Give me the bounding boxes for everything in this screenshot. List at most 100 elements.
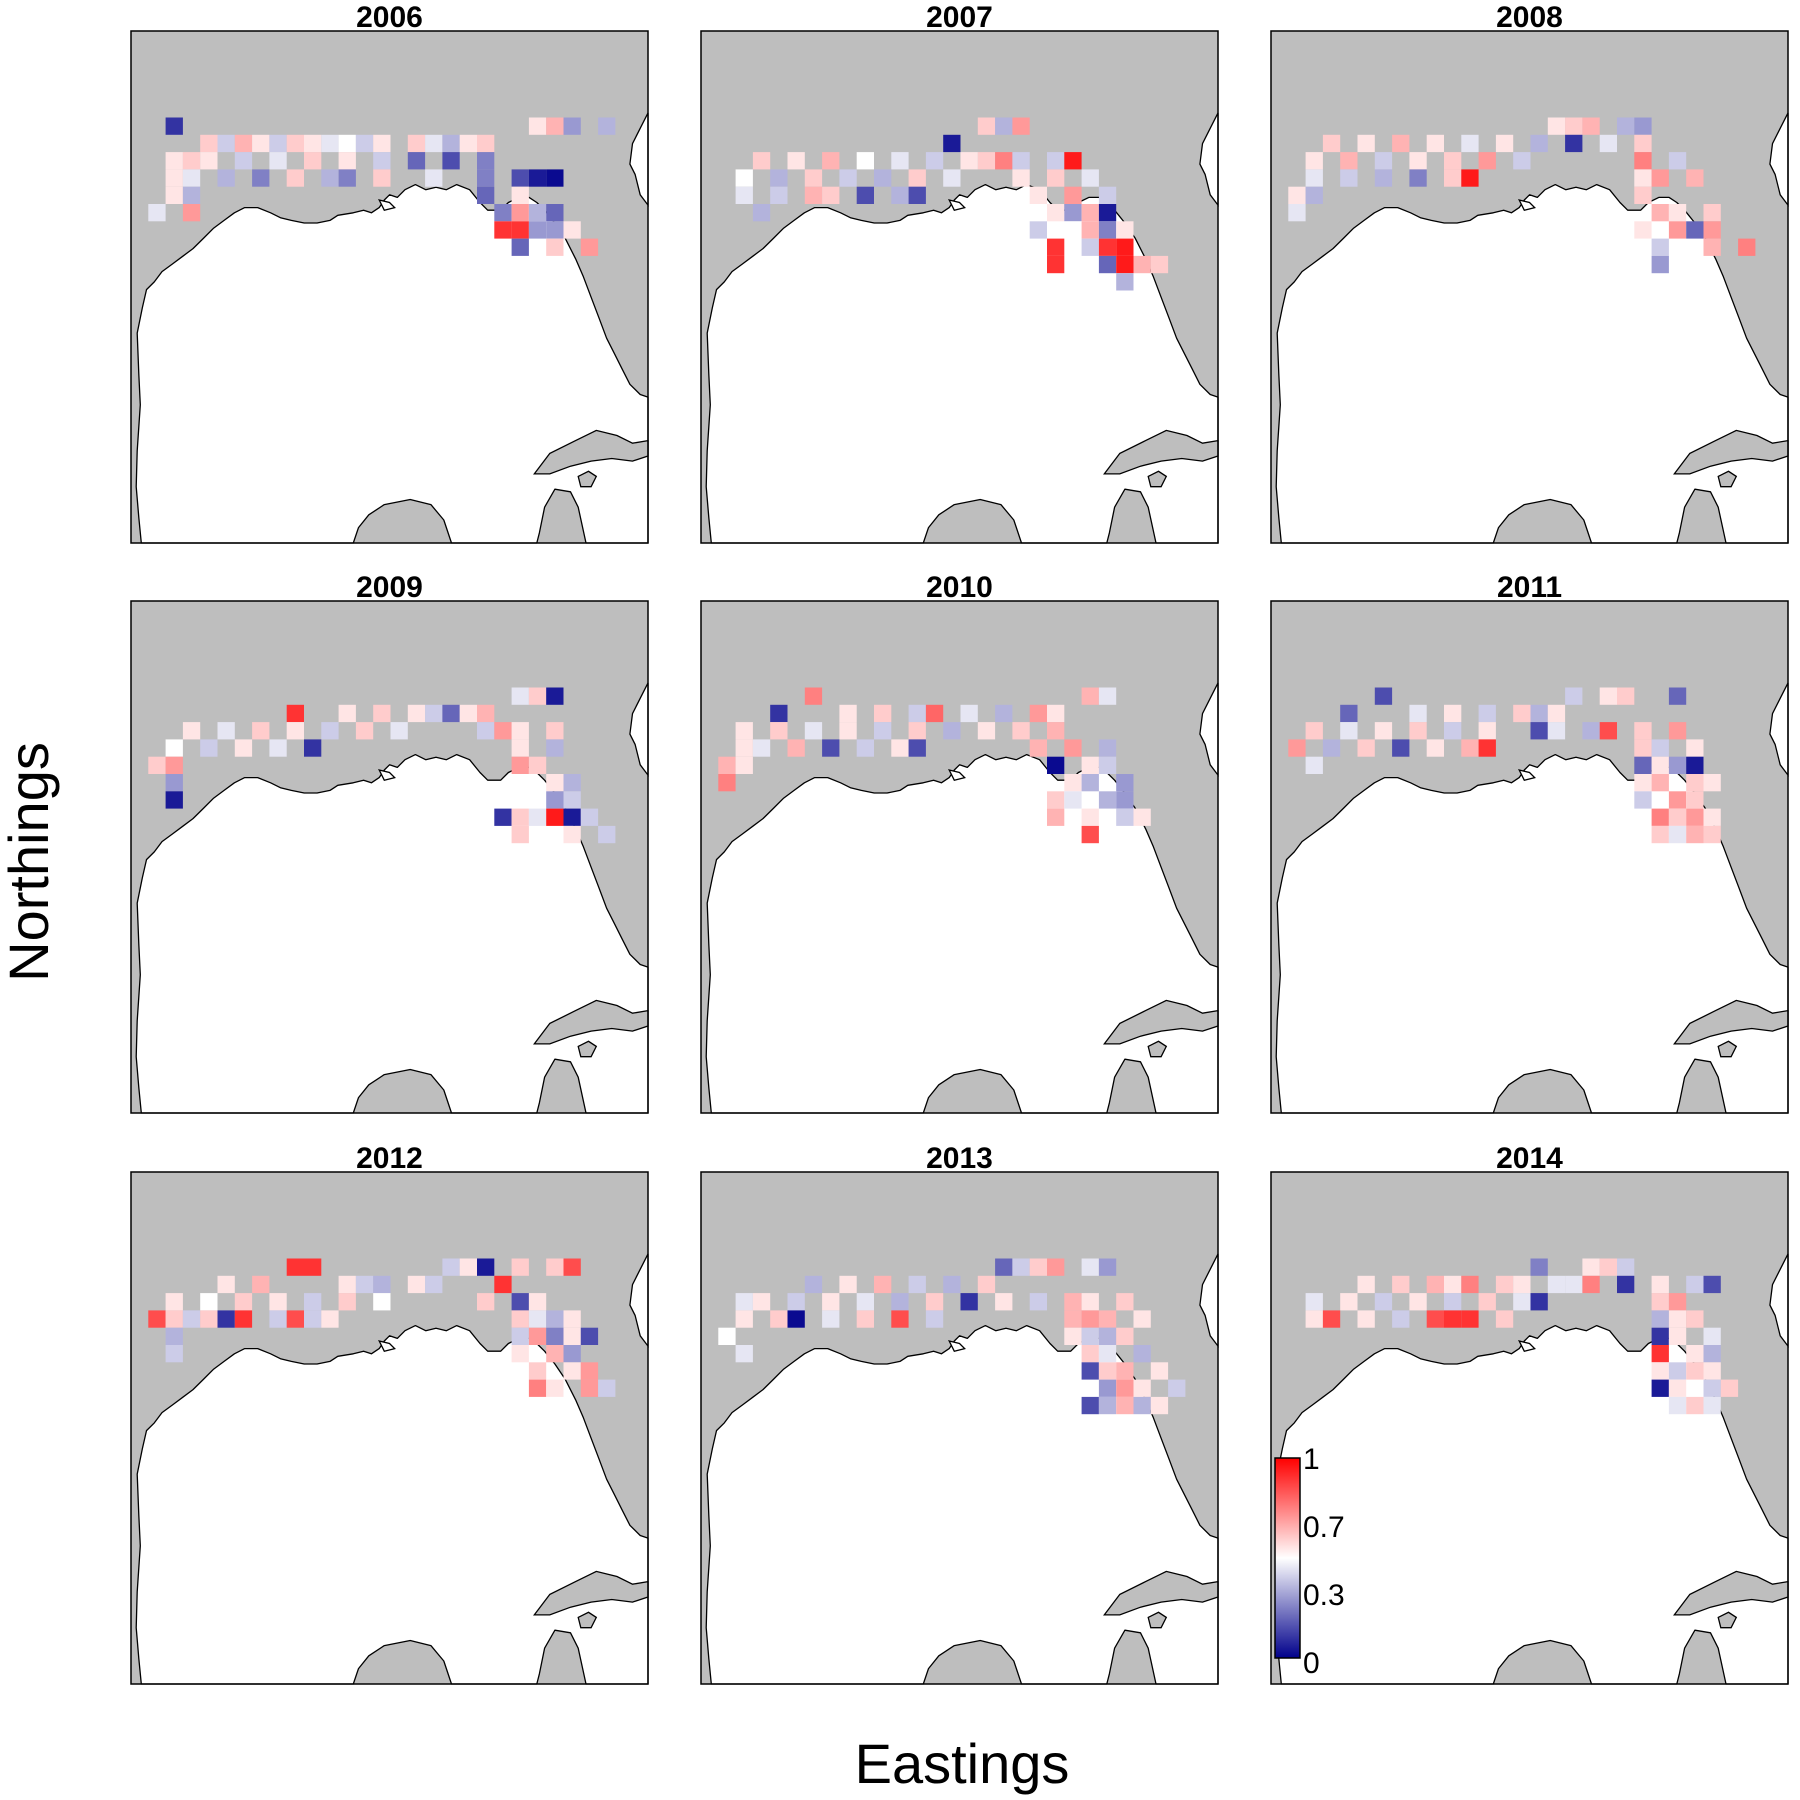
panel-border [700, 30, 1219, 544]
heatmap-cell [1703, 1275, 1721, 1294]
heatmap-cell [1651, 238, 1669, 256]
heatmap-cell [546, 739, 564, 757]
heatmap-cell [1081, 756, 1099, 774]
heatmap-cell [1478, 722, 1496, 740]
heatmap-cell [442, 134, 460, 153]
panel-border [1270, 600, 1789, 1114]
panel-title: 2007 [926, 1, 993, 34]
heatmap-cell [477, 134, 495, 153]
heatmap-cell [1461, 739, 1479, 757]
heatmap-cell [425, 169, 443, 187]
heatmap-cell [1530, 134, 1548, 153]
heatmap-cell [960, 704, 978, 723]
heatmap-cell [752, 739, 771, 757]
heatmap-cell [1651, 1362, 1669, 1380]
heatmap-cell [511, 756, 529, 774]
heatmap-cell [960, 152, 978, 170]
heatmap-cell [563, 1258, 581, 1276]
heatmap-cell [373, 169, 391, 187]
panel-title: 2014 [1496, 1142, 1563, 1175]
heatmap-cell [1686, 1345, 1704, 1363]
heatmap-cell [1651, 1275, 1669, 1294]
heatmap-cell [1305, 722, 1323, 740]
heatmap-cell [1703, 774, 1721, 792]
bay-water [377, 199, 396, 211]
heatmap-cell [546, 117, 564, 135]
heatmap-cell [891, 1310, 909, 1328]
heatmap-cell [1081, 1293, 1099, 1311]
panel-border [130, 1171, 649, 1685]
panel-title: 2009 [356, 571, 423, 604]
heatmap-cell [1305, 169, 1323, 187]
heatmap-cell [1098, 1345, 1117, 1363]
heatmap-cell [1599, 722, 1617, 740]
heatmap-cell [1668, 204, 1687, 222]
heatmap-cell [1703, 1396, 1721, 1415]
heatmap-cell [718, 774, 736, 792]
heatmap-cell [1444, 152, 1462, 170]
heatmap-cell [822, 1310, 840, 1328]
heatmap-cell [1617, 687, 1635, 705]
heatmap-cell [217, 1310, 235, 1328]
heatmap-cell [1322, 739, 1341, 757]
heatmap-cell [1651, 1293, 1669, 1311]
heatmap-cell [1686, 808, 1704, 826]
heatmap-cell [234, 1310, 253, 1328]
heatmap-cell [1634, 186, 1652, 204]
heatmap-cell [1322, 1310, 1341, 1328]
heatmap-cell [874, 169, 892, 187]
heatmap-cell [908, 186, 926, 204]
heatmap-cell [735, 739, 753, 757]
legend-label-0: 0 [1303, 1647, 1320, 1680]
isle-of-youth [1717, 470, 1738, 488]
heatmap-cell [477, 704, 495, 723]
heatmap-cell [1098, 204, 1117, 222]
heatmap-cell [1029, 221, 1047, 239]
panel-border [700, 1171, 1219, 1685]
heatmap-cell [925, 1293, 944, 1311]
heatmap-cell [1530, 704, 1548, 723]
heatmap-cell [1133, 1345, 1151, 1363]
heatmap-cell [304, 1258, 322, 1276]
heatmap-cell [1098, 1379, 1117, 1397]
heatmap-cell [1116, 255, 1134, 274]
heatmap-cell [856, 186, 874, 204]
heatmap-cell [735, 1310, 753, 1328]
heatmap-cell [165, 774, 183, 792]
heatmap-cell [1547, 704, 1566, 723]
heatmap-cell [1668, 791, 1687, 809]
bay-water [947, 1340, 966, 1352]
heatmap-cell [165, 169, 183, 187]
heatmap-cell [200, 1293, 218, 1311]
heatmap-cell [182, 722, 201, 740]
heatmap-cell [252, 1275, 270, 1294]
heatmap-cell [1686, 1362, 1704, 1380]
heatmap-cell [1029, 704, 1047, 723]
heatmap-cell [752, 152, 771, 170]
heatmap-cell [1047, 722, 1065, 740]
heatmap-cell [1374, 687, 1393, 705]
heatmap-cell [321, 134, 339, 153]
heatmap-cell [1426, 134, 1444, 153]
heatmap-cell [217, 722, 235, 740]
heatmap-cell [286, 1258, 304, 1276]
heatmap-cell [1703, 1379, 1721, 1397]
heatmap-cell [407, 704, 426, 723]
map-panel-2009: 2009 [130, 571, 649, 1114]
heatmap-cell [1651, 169, 1669, 187]
heatmap-cell [1116, 1327, 1134, 1345]
heatmap-cell [1513, 1293, 1531, 1311]
heatmap-cell [234, 134, 253, 153]
heatmap-cell [269, 739, 287, 757]
heatmap-cell [1599, 134, 1617, 153]
heatmap-cell [1426, 739, 1444, 757]
heatmap-cell [804, 186, 823, 204]
heatmap-cell [477, 1293, 495, 1311]
heatmap-cell [1668, 825, 1687, 844]
isle-of-youth [1147, 470, 1168, 488]
heatmap-cell [1651, 204, 1669, 222]
heatmap-cell [511, 1293, 529, 1311]
isle-of-youth [1717, 1611, 1738, 1629]
heatmap-cell [1668, 1379, 1687, 1397]
heatmap-cell [252, 722, 270, 740]
